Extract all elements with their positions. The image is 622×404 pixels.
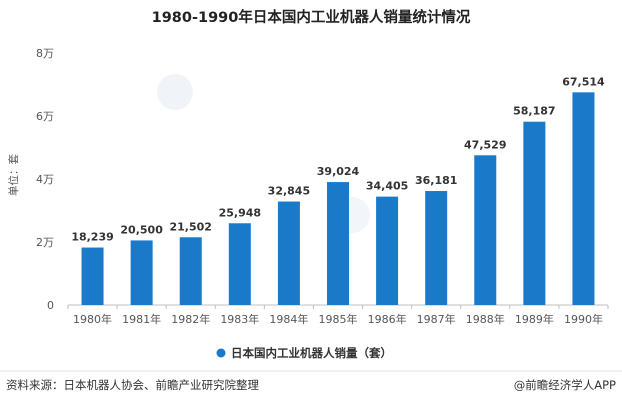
bar <box>228 223 251 305</box>
bar-data-label: 36,181 <box>415 174 457 187</box>
legend: 日本国内工业机器人销量（套） <box>216 346 392 360</box>
bar-data-label: 58,187 <box>513 105 555 118</box>
y-tick-label: 4万 <box>36 173 54 186</box>
bar-data-label: 21,502 <box>170 220 212 233</box>
x-tick-label: 1985年 <box>319 312 358 326</box>
x-tick-label: 1982年 <box>171 312 210 326</box>
bar <box>81 247 104 305</box>
y-axis: 0 2万 4万 6万 8万 <box>36 47 54 312</box>
x-tick-label: 1984年 <box>269 312 308 326</box>
chart-title: 1980-1990年日本国内工业机器人销量统计情况 <box>152 8 471 26</box>
y-tick-label: 0 <box>47 299 54 312</box>
x-tick-label: 1983年 <box>220 312 259 326</box>
legend-marker-icon <box>216 348 226 358</box>
bar <box>474 155 497 305</box>
bar-data-label: 32,845 <box>268 185 310 198</box>
y-tick-label: 6万 <box>36 110 54 123</box>
bar-data-label: 18,239 <box>71 231 113 244</box>
legend-label: 日本国内工业机器人销量（套） <box>231 346 392 360</box>
brand-text: @前瞻经济学人APP <box>514 378 616 392</box>
bar <box>327 182 349 305</box>
bar-data-label: 47,529 <box>464 138 506 151</box>
source-text: 资料来源：日本机器人协会、前瞻产业研究院整理 <box>6 378 259 392</box>
y-tick-label: 8万 <box>36 47 54 60</box>
x-tick-label: 1989年 <box>515 312 554 326</box>
bar-series: 18,239 20,500 21,502 25,948 32,845 39,024 34,4… <box>71 75 605 305</box>
bar-data-label: 39,024 <box>317 165 360 178</box>
y-axis-label: 单位：套 <box>7 154 20 196</box>
bar-data-label: 34,405 <box>366 180 408 193</box>
bar <box>277 201 300 305</box>
y-tick-label: 2万 <box>36 236 54 249</box>
bar <box>572 92 595 305</box>
bar <box>376 196 399 305</box>
bar-data-label: 25,948 <box>219 206 261 219</box>
x-tick-label: 1980年 <box>73 312 112 326</box>
bar-data-label: 20,500 <box>120 223 163 236</box>
x-axis: 1980年 1981年 1982年 1983年 1984年 1985年 1986年 1987年… <box>67 305 609 326</box>
x-tick-label: 1988年 <box>466 312 505 326</box>
x-tick-label: 1986年 <box>368 312 407 326</box>
bar <box>523 121 546 305</box>
watermark-circle-icon <box>157 74 193 110</box>
bar <box>425 191 448 305</box>
bar <box>179 237 202 305</box>
x-tick-label: 1990年 <box>564 312 603 326</box>
x-tick-label: 1981年 <box>122 312 161 326</box>
bar <box>130 240 153 305</box>
x-tick-label: 1987年 <box>417 312 456 326</box>
bar-data-label: 67,514 <box>562 75 605 88</box>
